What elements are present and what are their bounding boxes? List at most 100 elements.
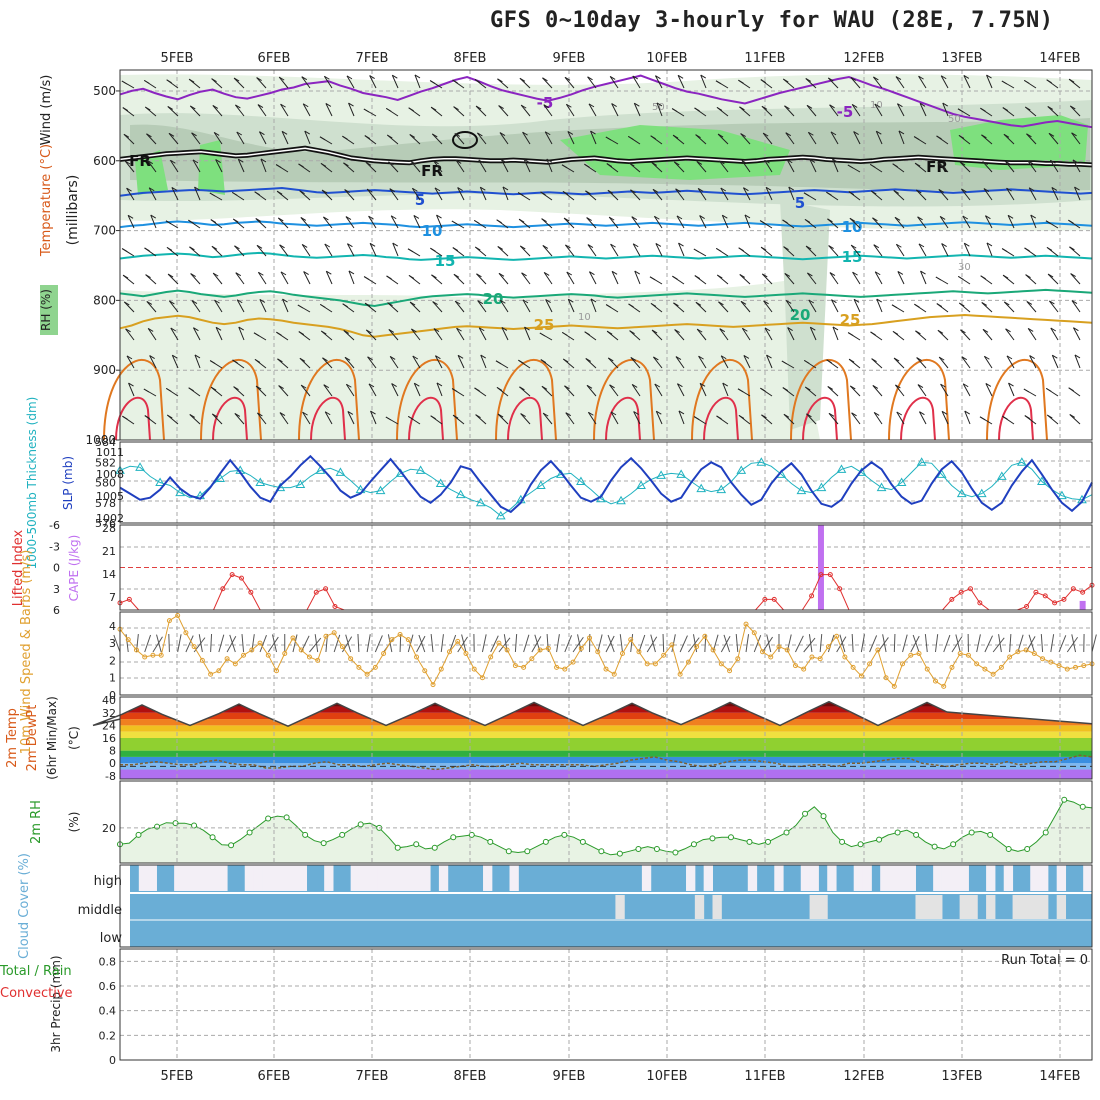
wind10-barb [597, 634, 603, 653]
wind-barb-flag [301, 76, 308, 81]
cloud-high-gap [889, 865, 899, 891]
cloud-high-gap [138, 865, 149, 891]
wind-barb [941, 243, 949, 257]
wind-barb-flag [964, 410, 971, 415]
temp-band [120, 769, 1092, 779]
contour-label: 20 [483, 290, 504, 308]
wind-barb-flag [1046, 246, 1053, 251]
wind10-barb [869, 635, 878, 653]
wind-barb [277, 217, 289, 229]
wind-barb-flag [411, 328, 417, 333]
wind-barb [761, 105, 773, 117]
wind-speed-marker [957, 651, 963, 656]
wind-barb [630, 189, 641, 201]
rh2m-marker [820, 813, 827, 820]
li-marker [762, 596, 768, 602]
wind-barb [982, 161, 993, 173]
slp-tick-label: 1002 [96, 512, 124, 525]
wind10-barb [630, 634, 634, 653]
wind-barb [543, 272, 553, 285]
wind-barb-flag [630, 189, 636, 194]
wind-barb [1070, 273, 1081, 285]
wind-barb-flag [584, 331, 590, 336]
wind-barb [765, 187, 773, 201]
wind10-barb [662, 633, 665, 653]
cloud-high-gap [280, 865, 290, 891]
wind-barb-flag [739, 274, 746, 278]
wind10-barb [144, 634, 152, 653]
wind-barb [962, 215, 971, 229]
wind-barb [189, 105, 201, 117]
wind-barb [651, 329, 663, 341]
wind10-barb [998, 634, 1002, 653]
temp-tick-label: 40 [102, 694, 116, 707]
wind-barb [720, 355, 729, 369]
rh2m-marker [154, 823, 161, 830]
wind-barb-flag [587, 76, 593, 81]
wind-barb [806, 272, 817, 285]
wind-barb [370, 410, 377, 425]
wind-barb-flag [1073, 327, 1079, 332]
wind-barb-flag [452, 79, 458, 84]
wind-barb-flag [565, 412, 572, 417]
wind-barb [1006, 187, 1015, 201]
wind10-barb [481, 634, 487, 653]
wind-barb [851, 412, 861, 425]
temp-contour-35 [703, 396, 739, 441]
wind-barb-flag [215, 326, 222, 331]
temp-contour-10 [119, 220, 1093, 229]
cloud-high-gap [182, 865, 193, 891]
wind-barb-flag [436, 214, 442, 219]
wind-barb-flag [1025, 106, 1031, 111]
wind-barb [322, 357, 333, 369]
temp-contour-35 [605, 396, 641, 441]
wind-barb-flag [388, 161, 394, 166]
wind-barb-flag [347, 243, 353, 248]
dewpt-axis-label: 2m DewPt [25, 705, 40, 772]
contour-label: FR [129, 152, 151, 170]
wind-speed-marker [142, 654, 148, 660]
thickness-frame [119, 441, 1093, 524]
cloud-high-gap [359, 865, 369, 891]
wind-barb-flag [851, 103, 858, 108]
cloud-high-gap [368, 865, 378, 891]
thickness-tick-label: 580 [95, 477, 116, 490]
wind-barb [1074, 354, 1081, 369]
wind-speed-marker [1015, 649, 1021, 655]
wind-barb [1051, 355, 1059, 369]
thickness-marker [916, 457, 927, 466]
temp-contour-35 [998, 396, 1034, 441]
wind-barb-flag [188, 219, 194, 224]
wind-barb [367, 356, 377, 369]
wind-barb [192, 327, 201, 341]
wind-speed-marker [133, 647, 139, 653]
cloud-high-gap [800, 865, 811, 891]
wind-barb [677, 75, 685, 89]
wind-barb [1072, 159, 1081, 173]
wind-speed-marker [669, 642, 675, 648]
cloud-high-gap [147, 865, 157, 891]
wind10-barb [687, 637, 700, 653]
li-marker [220, 586, 226, 592]
wind-barb [146, 133, 157, 145]
wind-speed-marker [166, 618, 172, 624]
wind-barb [654, 383, 663, 397]
wind-barb-flag [170, 159, 176, 164]
wind-barb-flag [342, 135, 348, 140]
wind-barb [894, 384, 905, 397]
wind10-barb [407, 634, 414, 653]
rh2m-marker [320, 840, 327, 847]
wind-barb-flag [431, 274, 437, 279]
wind-barb-flag [783, 246, 789, 251]
wind-barb [783, 413, 795, 425]
wind-barb-flag [215, 159, 221, 163]
wind-speed-marker [208, 671, 214, 677]
wind-barb-flag [651, 162, 658, 166]
wind-barb-flag [1004, 160, 1011, 165]
wind-barb-flag [677, 74, 684, 79]
wind-barb [256, 77, 267, 89]
thickness-marker [375, 485, 386, 495]
temp-tick-label: 16 [102, 732, 116, 745]
wind-barb-flag [870, 331, 876, 336]
thickness-marker [1037, 476, 1047, 485]
